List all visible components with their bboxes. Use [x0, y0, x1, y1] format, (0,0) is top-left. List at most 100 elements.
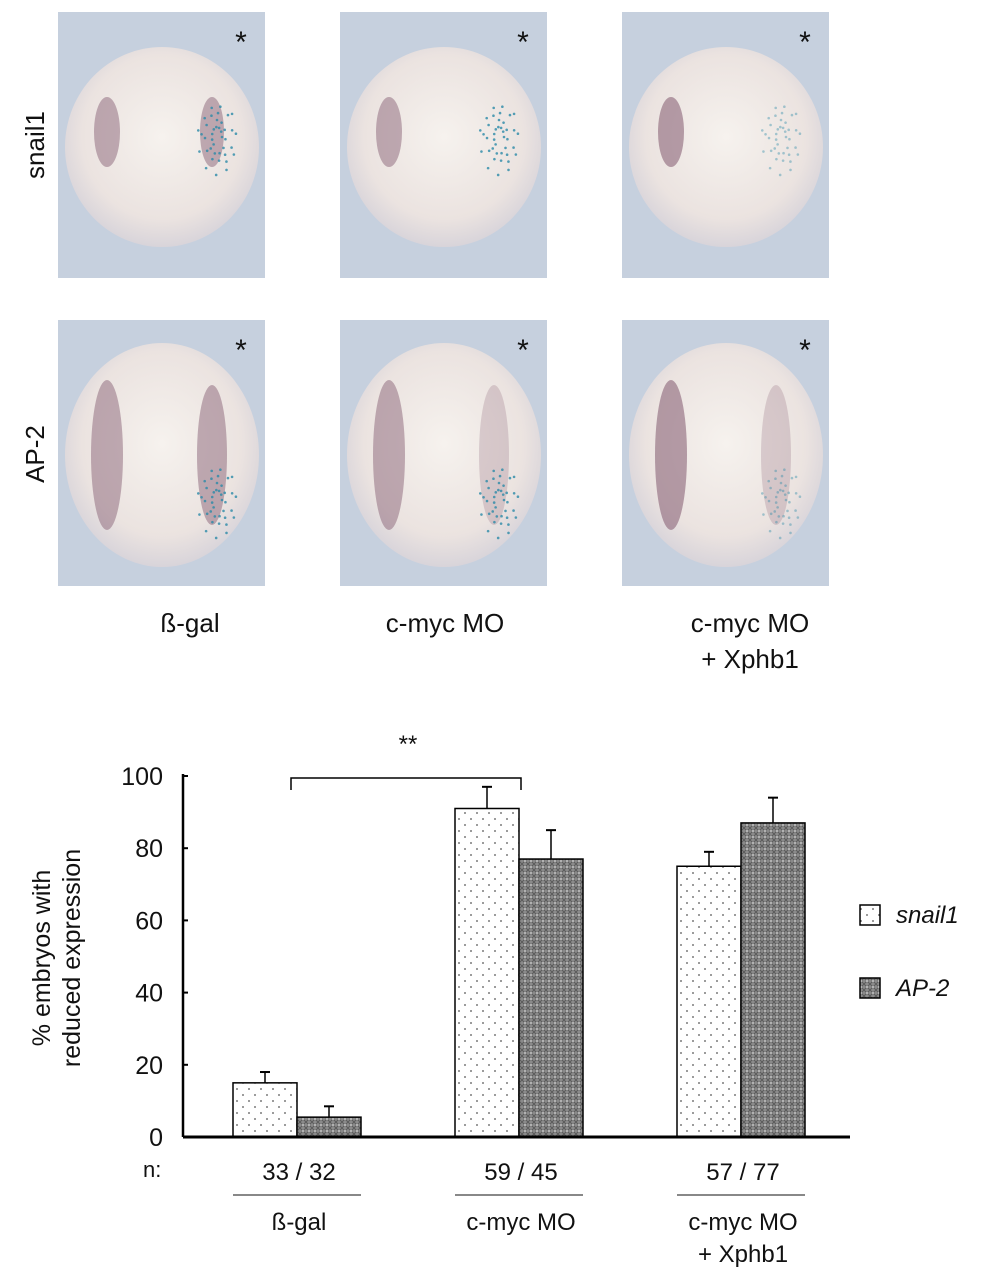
tracer-dot: [224, 137, 227, 141]
stain-left: [658, 97, 684, 167]
tracer-dot: [498, 474, 502, 478]
bar-snail1: [232, 1082, 298, 1138]
n-label: n:: [143, 1157, 161, 1182]
tracer-dot: [774, 114, 777, 118]
tracer-dot: [492, 138, 496, 141]
tracer-dot: [212, 491, 216, 494]
tracer-dot: [492, 114, 495, 118]
tracer-dot: [781, 126, 785, 130]
tracer-dot: [778, 536, 782, 540]
embryo: [65, 47, 259, 247]
stain-left: [91, 380, 123, 530]
tracer-dot: [783, 493, 787, 496]
tracer-dot: [497, 488, 500, 492]
tracer-dot: [767, 479, 771, 483]
tracer-dot: [512, 475, 516, 479]
tracer-dot: [223, 153, 227, 156]
tracer-dot: [501, 468, 504, 472]
tracer-dot: [777, 152, 781, 155]
tracer-dot: [222, 146, 225, 150]
tracer-dot: [478, 492, 482, 495]
stain-right: [479, 385, 509, 525]
tracer-dot: [514, 516, 518, 519]
tracer-dot: [491, 147, 495, 150]
y-tick-label: 80: [135, 835, 163, 863]
tracer-dot: [499, 489, 503, 493]
legend-swatch-snail1: [859, 904, 881, 926]
col-label-cmyc-xphb1-line1: c-myc MO: [691, 608, 809, 638]
tracer-dot: [210, 138, 214, 141]
tracer-dot: [786, 146, 789, 150]
tracer-dot: [485, 499, 489, 503]
tracer-dot: [230, 146, 233, 149]
tracer-dot: [234, 495, 238, 498]
tracer-dot: [508, 476, 512, 480]
tracer-dot: [774, 132, 778, 136]
tracer-dot: [223, 516, 227, 519]
tracer-dot: [776, 143, 779, 146]
tracer-dot: [492, 469, 495, 473]
embryo: [347, 47, 541, 247]
tracer-dot: [223, 491, 227, 495]
tracer-dot: [760, 129, 764, 132]
tracer-dot: [213, 152, 217, 155]
tracer-dot: [789, 531, 792, 535]
tracer-dot: [222, 509, 225, 513]
tracer-dot: [502, 484, 505, 487]
bar-AP-2: [740, 822, 806, 1138]
tracer-dot: [777, 515, 781, 518]
tracer-dot: [203, 116, 207, 120]
tracer-dot: [769, 149, 773, 153]
stain-right: [197, 385, 227, 525]
tracer-dot: [213, 515, 217, 518]
embryo-photo: *: [58, 12, 265, 278]
embryo-photo: *: [340, 12, 547, 278]
y-tick-label: 100: [121, 763, 163, 791]
bar-snail1: [454, 807, 520, 1138]
tracer-dot: [507, 531, 510, 535]
embryo-photo: *: [622, 12, 829, 278]
tracer-dot: [492, 501, 496, 504]
tracer-dot: [487, 149, 491, 153]
tracer-dot: [215, 125, 218, 129]
injected-side-asterisk: *: [235, 26, 247, 59]
tracer-dot: [512, 146, 515, 149]
tracer-dot: [205, 149, 209, 153]
tracer-dot: [492, 106, 495, 110]
row-label-snail1: snail1: [20, 111, 50, 179]
embryo-photo: *: [58, 320, 265, 586]
tracer-dot: [220, 135, 224, 139]
tracer-dot: [776, 128, 780, 131]
tracer-dot: [215, 488, 218, 492]
tracer-dot: [217, 522, 221, 525]
col-label-bgal: ß-gal: [160, 608, 219, 638]
tracer-dot: [203, 479, 207, 483]
tracer-dot: [200, 495, 203, 499]
tracer-dot: [512, 509, 515, 512]
tracer-dot: [217, 489, 221, 493]
tracer-dot: [209, 510, 213, 513]
tracer-dot: [774, 477, 777, 481]
tracer-dot: [226, 476, 230, 480]
tracer-dot: [219, 105, 222, 109]
row-label-ap2: AP-2: [20, 425, 50, 483]
tracer-dot: [776, 506, 779, 509]
tracer-dot: [230, 491, 234, 495]
tracer-dot: [504, 146, 507, 150]
y-tick-label: 40: [135, 980, 163, 1008]
tracer-dot: [223, 128, 227, 132]
tracer-dot: [506, 137, 509, 141]
tracer-dot: [505, 516, 509, 519]
tracer-dot: [780, 111, 784, 115]
x-category-label: c-myc MO: [466, 1209, 575, 1236]
tracer-dot: [486, 529, 490, 533]
tracer-dot: [497, 481, 501, 485]
tracer-dot: [499, 159, 503, 162]
tracer-dot: [198, 150, 201, 153]
tracer-dot: [767, 136, 771, 140]
tracer-dot: [776, 491, 780, 494]
tracer-dot: [768, 166, 772, 170]
tracer-dot: [215, 118, 219, 122]
tracer-dot: [794, 146, 797, 149]
tracer-dot: [480, 513, 483, 516]
